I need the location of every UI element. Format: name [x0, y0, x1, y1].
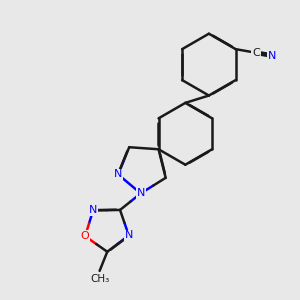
Text: N: N	[124, 230, 133, 241]
Text: O: O	[81, 231, 89, 241]
Text: C: C	[252, 48, 260, 58]
Text: N: N	[89, 206, 97, 215]
Text: N: N	[268, 50, 276, 61]
Text: N: N	[136, 188, 145, 198]
Text: N: N	[114, 169, 122, 179]
Text: CH₃: CH₃	[90, 274, 109, 284]
